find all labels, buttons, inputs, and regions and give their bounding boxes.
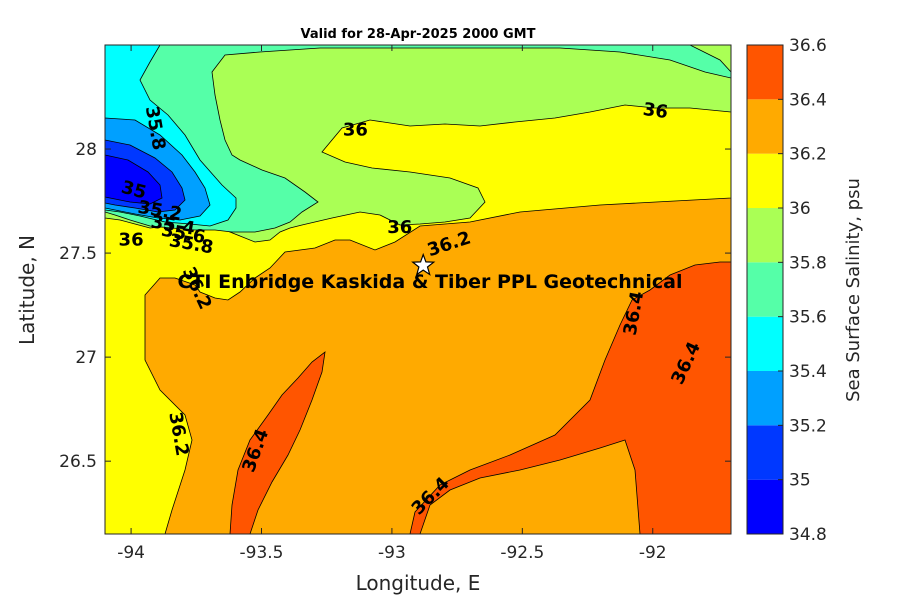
x-tick-label: -94 [117, 543, 145, 563]
band-34.8-35.0 [105, 154, 163, 205]
contour-label: 36 [119, 230, 144, 251]
colorbar-tick-label: 36.2 [789, 145, 827, 165]
y-tick-label: 27.5 [59, 244, 97, 264]
marker-label: CTI Enbridge Kaskida & Tiber PPL Geotech… [178, 271, 683, 293]
colorbar-segment [747, 262, 783, 317]
x-tick-label: -92.5 [500, 543, 544, 563]
y-tick-label: 26.5 [59, 452, 97, 472]
colorbar-tick-label: 36.6 [789, 36, 827, 56]
x-tick-label: -92 [639, 543, 667, 563]
colorbar-segment [747, 153, 783, 208]
colorbar-segment [747, 425, 783, 480]
y-axis-ticks: 26.5 27 27.5 28 [59, 140, 731, 472]
colorbar-segment [747, 316, 783, 371]
contour-label: 36 [387, 217, 412, 238]
colorbar-frame [746, 44, 784, 535]
colorbar-tick-label: 36.4 [789, 90, 827, 110]
contour-label: 36 [642, 99, 670, 123]
x-axis-label: Longitude, E [356, 571, 481, 595]
band-36.4-36.6-west [229, 351, 326, 534]
colorbar-tick-label: 35 [789, 471, 811, 491]
colorbar-tick-label: 35.2 [789, 416, 827, 436]
colorbar-tick-label: 36 [789, 199, 811, 219]
star-marker-icon [411, 252, 436, 276]
chart-title: Valid for 28-Apr-2025 2000 GMT [301, 27, 536, 42]
colorbar-segment [747, 99, 783, 154]
contour-fill-group [105, 45, 731, 534]
y-axis-label: Latitude, N [15, 235, 39, 345]
colorbar-segment [747, 45, 783, 100]
y-tick-label: 27 [75, 348, 97, 368]
colorbar: 34.8 35 35.2 35.4 35.6 35.8 36 36.2 36.4 36.6 [746, 36, 827, 545]
colorbar-segment [747, 371, 783, 426]
colorbar-tick-label: 35.8 [789, 253, 827, 273]
colorbar-tick-label: 35.4 [789, 362, 827, 382]
y-tick-label: 28 [75, 140, 97, 160]
band-35.6-35.8 [105, 45, 731, 233]
site-marker: CTI Enbridge Kaskida & Tiber PPL Geotech… [178, 252, 683, 293]
colorbar-label: Sea Surface Salinity, psu [843, 178, 864, 402]
colorbar-segment [747, 479, 783, 534]
x-tick-label: -93 [378, 543, 406, 563]
colorbar-segment [747, 208, 783, 263]
band-36.4-36.6-east [409, 261, 731, 534]
colorbar-tick-label: 34.8 [789, 525, 827, 545]
x-axis-ticks: -94 -93.5 -93 -92.5 -92 [117, 45, 667, 563]
contour-label: 36 [343, 119, 368, 140]
plot-frame [104, 44, 732, 535]
colorbar-tick-label: 35.6 [789, 308, 827, 328]
x-tick-label: -93.5 [240, 543, 284, 563]
